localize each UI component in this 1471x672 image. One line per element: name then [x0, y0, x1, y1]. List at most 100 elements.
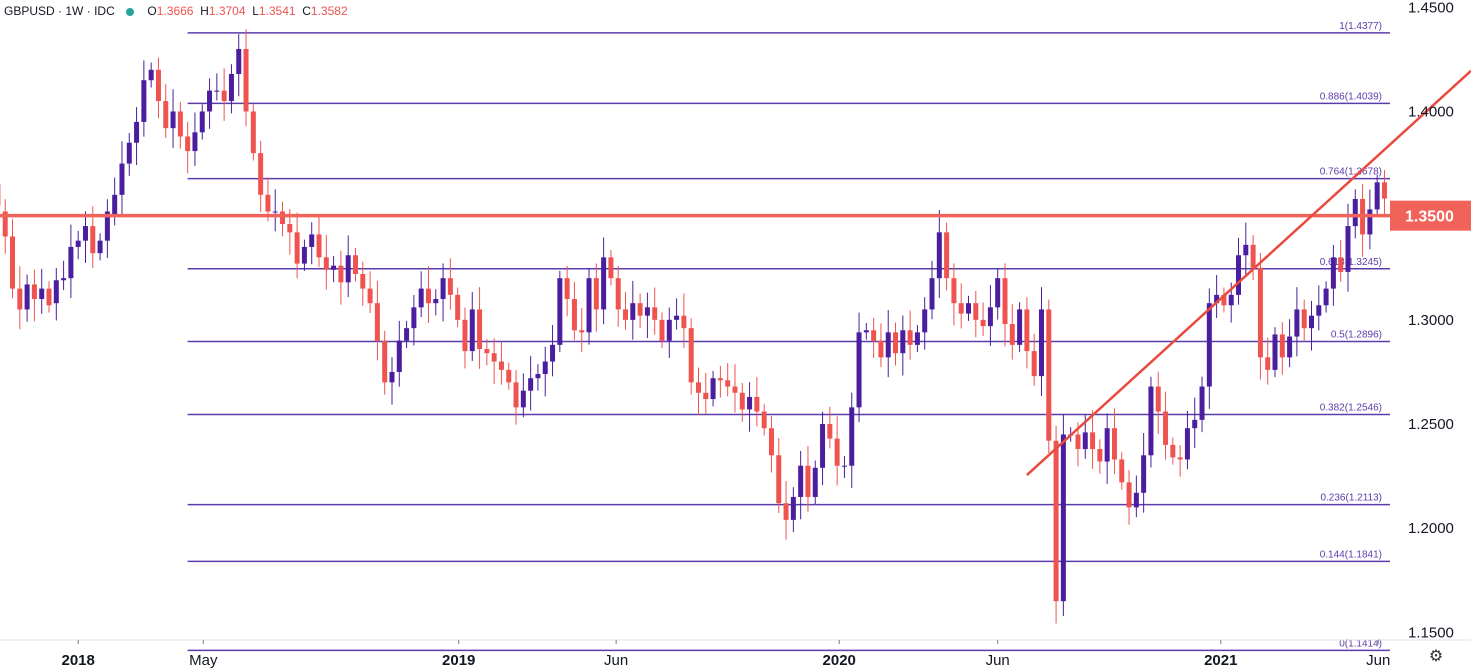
- candle: [958, 283, 964, 329]
- candle: [24, 274, 30, 322]
- candle: [1148, 376, 1154, 468]
- candle: [53, 267, 59, 321]
- candle-body: [1060, 434, 1066, 602]
- candle: [688, 318, 694, 395]
- candle-body: [710, 378, 716, 400]
- candle: [1046, 299, 1052, 454]
- candle: [1170, 437, 1176, 465]
- candle-body: [601, 257, 607, 310]
- candle-body: [177, 111, 183, 137]
- candle: [323, 235, 329, 290]
- candle: [674, 298, 680, 330]
- candle: [1367, 189, 1373, 250]
- candle: [652, 287, 658, 335]
- gear-icon[interactable]: ⚙: [1428, 646, 1444, 665]
- candle-body: [1133, 492, 1139, 508]
- candle: [68, 224, 74, 298]
- candle: [820, 411, 826, 486]
- candle-body: [878, 340, 884, 358]
- fibonacci-retracement[interactable]: 1(1.4377) 0.886(1.4039) 0.764(1.3678) 0.618…: [187, 21, 1390, 652]
- candle: [1031, 333, 1037, 386]
- fib-label-1: 1(1.4377): [1339, 21, 1382, 32]
- candle: [119, 141, 125, 215]
- candle-body: [790, 496, 796, 520]
- candle: [185, 121, 191, 174]
- candle: [462, 307, 468, 369]
- candle-body: [207, 90, 213, 112]
- price-badge[interactable]: 1.3500: [1390, 200, 1471, 231]
- candle-body: [477, 309, 483, 350]
- candle-body: [68, 246, 74, 279]
- candle-body: [374, 303, 380, 341]
- candle: [301, 239, 307, 271]
- candle-body: [1199, 386, 1205, 420]
- candle: [228, 64, 234, 114]
- candle-body: [1155, 386, 1161, 412]
- candle-body: [1090, 432, 1096, 450]
- candle: [425, 266, 431, 323]
- x-tick-label: Jun: [604, 652, 628, 669]
- candle-body: [1177, 457, 1183, 460]
- candle-body: [418, 288, 424, 308]
- candle: [856, 312, 862, 423]
- candle: [768, 415, 774, 473]
- candle-body: [798, 465, 804, 497]
- candle: [331, 255, 337, 283]
- candle: [272, 189, 278, 232]
- candle-body: [199, 111, 205, 133]
- candle-body: [593, 278, 599, 310]
- interval-label[interactable]: 1W: [65, 4, 84, 18]
- time-axis[interactable]: 2018 May 2019 Jun 2020 Jun 2021 Jun: [0, 639, 1471, 669]
- candle-body: [455, 294, 461, 320]
- candle: [411, 295, 417, 346]
- candle: [1316, 285, 1322, 331]
- close-key: C: [302, 4, 311, 18]
- candle: [1060, 414, 1066, 616]
- candle-body: [82, 226, 88, 241]
- candle: [557, 270, 563, 353]
- candle-body: [564, 278, 570, 300]
- candle-body: [856, 332, 862, 408]
- candle: [1024, 297, 1030, 369]
- candle-body: [1097, 449, 1103, 462]
- candle: [951, 263, 957, 326]
- y-tick-label: 1.2500: [1408, 416, 1454, 433]
- candle-body: [61, 278, 67, 281]
- candle-body: [732, 386, 738, 393]
- candle-body: [966, 303, 972, 314]
- candle: [141, 60, 147, 137]
- candle: [177, 101, 183, 149]
- candle-body: [550, 344, 556, 362]
- x-tick-label: Jun: [986, 652, 1010, 669]
- candle-body: [272, 211, 278, 213]
- candle: [761, 404, 767, 436]
- candle-body: [1272, 334, 1278, 370]
- candle-body: [90, 226, 96, 254]
- candle-body: [783, 503, 789, 520]
- candle-body: [1104, 428, 1110, 462]
- candle-body: [695, 382, 701, 393]
- symbol-label[interactable]: GBPUSD: [4, 4, 55, 18]
- candle: [192, 112, 198, 166]
- candle: [338, 250, 344, 305]
- candle-body: [1367, 209, 1373, 235]
- market-status-icon: [126, 7, 135, 16]
- candle-body: [535, 374, 541, 379]
- fib-label-0.382: 0.382(1.2546): [1320, 402, 1382, 413]
- candle-body: [841, 465, 847, 467]
- candle: [1133, 475, 1139, 518]
- candle-body: [907, 330, 913, 345]
- candle: [498, 341, 504, 385]
- candle-body: [936, 232, 942, 279]
- price-axis[interactable]: 1.4500 1.4000 1.3500 1.3000 1.2500 1.2000 1.15…: [1390, 0, 1471, 641]
- trendline[interactable]: [1026, 69, 1471, 477]
- candle-body: [1053, 440, 1059, 602]
- candle: [1053, 425, 1059, 624]
- drawings[interactable]: [0, 69, 1471, 477]
- candle: [841, 455, 847, 479]
- candle-body: [46, 288, 52, 306]
- candle: [1279, 322, 1285, 375]
- candle-body: [484, 349, 490, 354]
- candle: [1221, 287, 1227, 313]
